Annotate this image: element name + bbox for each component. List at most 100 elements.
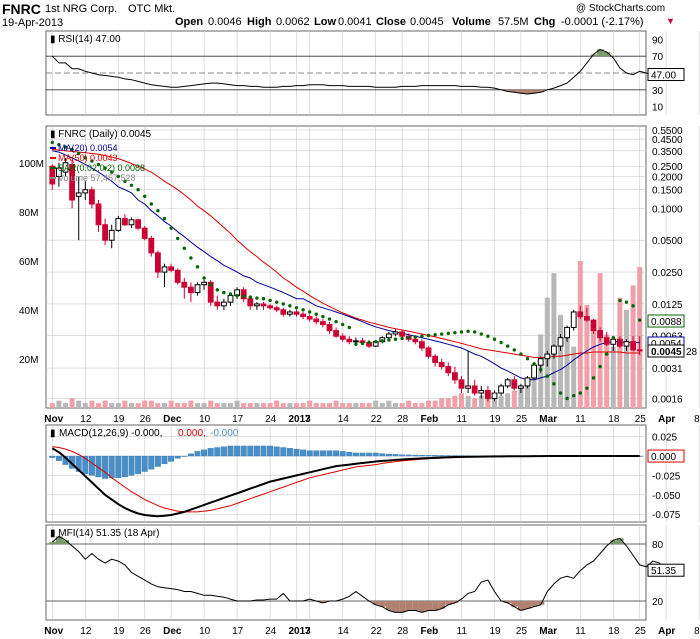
- volume-bar: [155, 403, 161, 408]
- volume-tick-label: 80M: [19, 208, 38, 219]
- volume-bar: [247, 403, 253, 408]
- macd-histogram-bar: [293, 448, 300, 457]
- candle-body: [102, 224, 108, 241]
- x-axis-label: Nov: [44, 414, 63, 425]
- x-axis-label: 14: [338, 414, 350, 425]
- volume-bar: [82, 403, 88, 408]
- sar-dot: [565, 396, 569, 401]
- rsi-title: ▮ RSI(14) 47.00: [50, 34, 121, 45]
- candle-body: [412, 338, 419, 343]
- candle-body: [82, 189, 89, 194]
- sar-dot: [83, 156, 88, 160]
- x-axis-label: 25: [635, 414, 647, 425]
- sar-dot: [558, 391, 563, 395]
- volume-bar: [518, 388, 524, 408]
- candle-body: [141, 227, 148, 239]
- sar-dot: [578, 391, 582, 395]
- candle-body: [504, 379, 511, 387]
- macd-histogram-bar: [154, 455, 161, 467]
- candle-body: [201, 281, 207, 286]
- candle-body: [458, 379, 465, 389]
- volume-bar: [412, 403, 418, 408]
- macd-histogram-bar: [438, 455, 445, 457]
- x-axis-label: 22: [371, 414, 383, 425]
- price-tick-label: 0.0500: [652, 236, 683, 247]
- candle-body: [293, 311, 300, 315]
- volume-bar: [201, 403, 207, 408]
- mfi-title: ▮ MFI(14) 51.35 (18 Apr): [50, 528, 159, 539]
- x-axis-label: 19: [113, 414, 125, 425]
- volume-bar: [419, 403, 425, 408]
- macd-histogram-bar: [451, 455, 458, 457]
- macd-histogram-bar: [141, 455, 148, 472]
- volume-tick-label: 20M: [19, 355, 38, 366]
- volume-bar: [234, 400, 240, 408]
- candle-body: [432, 355, 439, 363]
- mfi-oversold-fill: [379, 601, 386, 607]
- mfi-oversold-fill: [319, 601, 327, 603]
- candle-body: [425, 347, 432, 357]
- candle-body: [280, 309, 287, 315]
- volume-bar: [274, 400, 280, 408]
- sar-dot: [156, 209, 160, 213]
- sar-dot: [301, 308, 305, 312]
- sar-dot: [341, 322, 345, 327]
- candle-body: [392, 331, 399, 335]
- price-tick-label: 0.1000: [652, 204, 683, 215]
- candle-body: [287, 311, 293, 315]
- x-axis-label: 25: [516, 414, 528, 425]
- macd-histogram-bar: [115, 455, 122, 478]
- sar-dot: [631, 304, 635, 308]
- macd-histogram-bar: [214, 447, 221, 457]
- macd-last-value-box: [647, 449, 685, 463]
- candle-body: [56, 167, 62, 178]
- macd-histogram-bar: [352, 452, 359, 457]
- volume-bar: [294, 403, 299, 408]
- candle-body: [339, 335, 346, 340]
- volume-bar: [188, 400, 194, 408]
- chart-header: FNRC 1st NRG Corp. OTC Mkt. 19-Apr-2013 …: [0, 0, 700, 30]
- macd-histogram-bar: [385, 453, 392, 457]
- volume-tick-label: 40M: [19, 306, 38, 317]
- volume-bar: [327, 403, 332, 408]
- candle-body: [273, 307, 280, 311]
- sar-dot: [228, 292, 233, 296]
- volume-bar: [89, 400, 95, 408]
- x-axis-label: 11: [575, 626, 586, 637]
- candle-body: [148, 237, 155, 254]
- legend-entry: SAR(0.02,0.2) 0.0088: [58, 163, 145, 173]
- volume-bar: [195, 403, 200, 408]
- x-axis-label: 8: [694, 626, 700, 637]
- sar-dot: [473, 330, 477, 334]
- candle-body: [478, 390, 485, 394]
- candle-body: [465, 385, 472, 389]
- volume-bar: [49, 403, 55, 408]
- volume-bar: [261, 403, 266, 408]
- candle-body: [570, 311, 577, 328]
- volume-bar: [373, 400, 379, 408]
- macd-histogram-bar: [418, 454, 425, 457]
- candle-body: [89, 189, 95, 205]
- sar-dot: [380, 339, 384, 343]
- x-axis-label: Nov: [44, 626, 63, 637]
- volume-bar: [122, 400, 128, 408]
- macd-histogram-bar: [227, 445, 234, 457]
- exchange-name: OTC Mkt.: [128, 3, 176, 15]
- mfi-line: [51, 535, 667, 613]
- macd-histogram-bar: [148, 455, 155, 470]
- x-axis-label: 25: [635, 626, 647, 637]
- price-tick-label: 0.3500: [652, 147, 683, 158]
- sar-dot: [492, 337, 497, 341]
- candle-body: [161, 266, 168, 273]
- macd-histogram-bar: [366, 452, 373, 457]
- volume-bar: [353, 403, 359, 408]
- macd-histogram-bar: [300, 449, 307, 457]
- candle-body: [485, 390, 491, 399]
- candle-body: [254, 303, 260, 307]
- volume-bar: [175, 403, 181, 408]
- rsi-overbought-fill: [603, 52, 611, 57]
- mfi-overbought-fill: [62, 540, 70, 544]
- sar-dot: [182, 246, 186, 250]
- x-axis-label: 26: [140, 626, 152, 637]
- macd-tick-label: -0.050: [652, 491, 681, 502]
